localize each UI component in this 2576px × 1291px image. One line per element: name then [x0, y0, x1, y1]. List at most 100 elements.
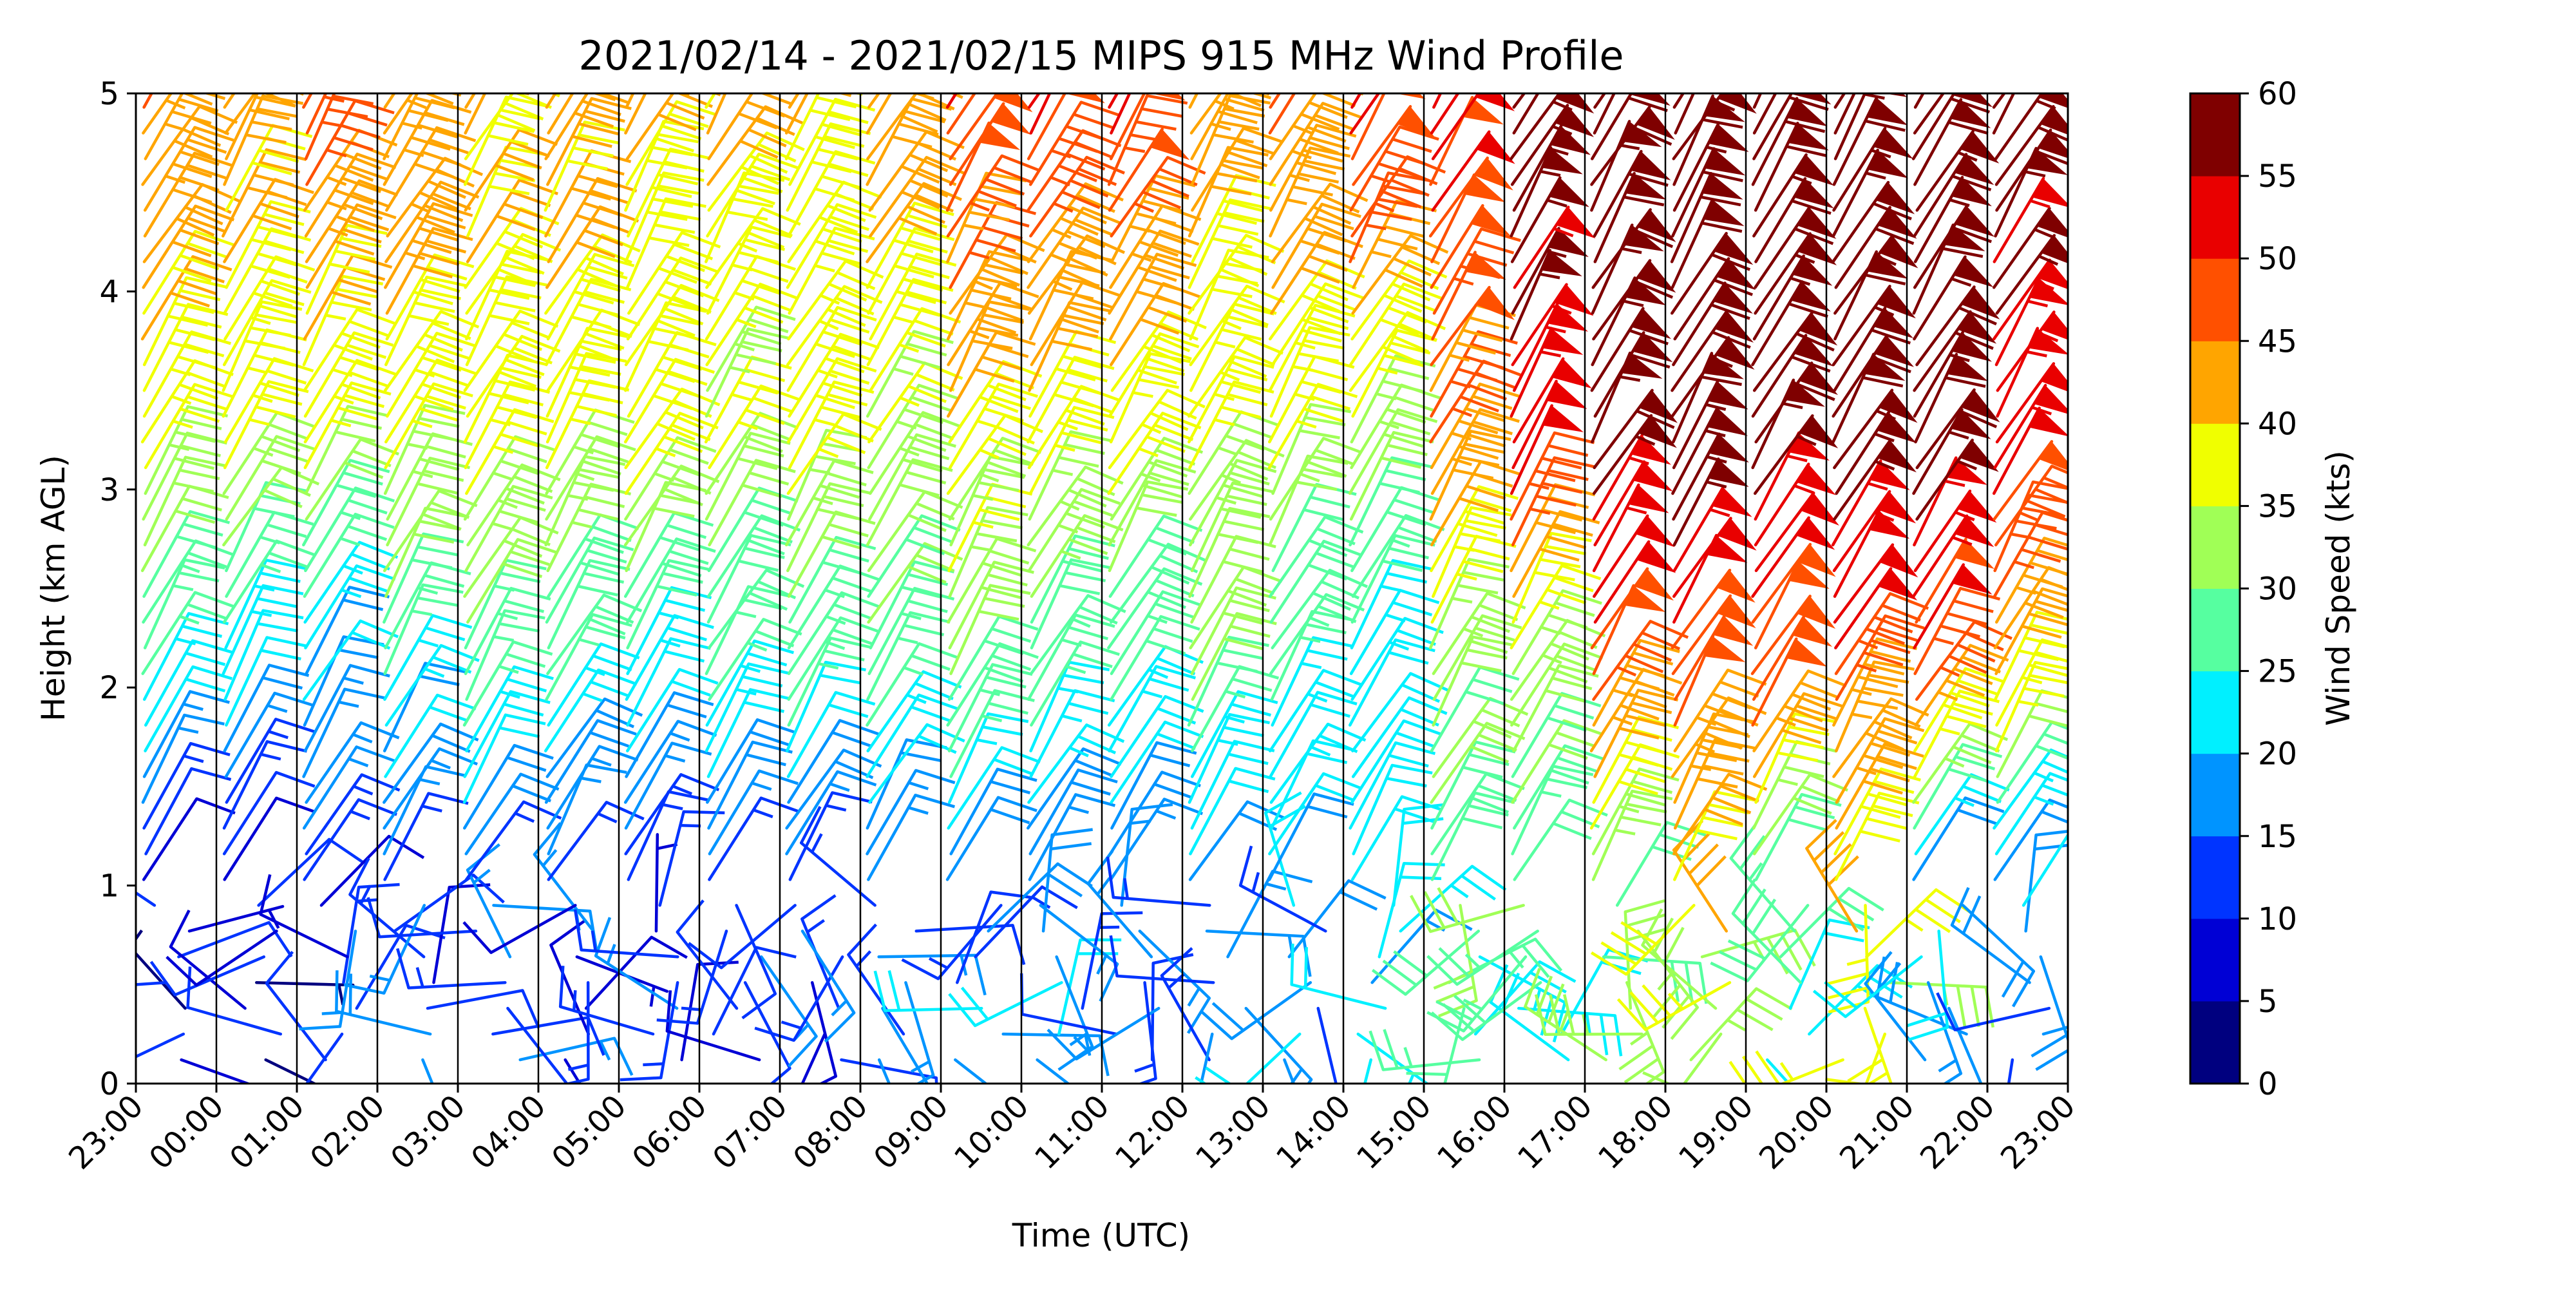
- barb-half: [894, 368, 914, 374]
- barb-half: [1452, 598, 1472, 602]
- barb-half: [651, 986, 654, 1006]
- barb-full: [1075, 691, 1115, 701]
- wind-barb: [1031, 595, 1126, 673]
- barb-full: [187, 372, 225, 387]
- barb-full: [1705, 68, 1745, 77]
- barb-full: [518, 539, 556, 552]
- barb-full: [1062, 192, 1100, 208]
- barb-half: [1371, 252, 1391, 257]
- barb-shaft: [224, 741, 267, 828]
- colorbar-tick-label: 50: [2258, 241, 2297, 277]
- barb-half: [1635, 49, 1654, 57]
- barb-half: [1629, 458, 1649, 464]
- barb-shaft: [951, 586, 990, 674]
- barb-full: [437, 128, 475, 140]
- wind-barb: [1837, 719, 1924, 803]
- barb-half: [857, 952, 870, 966]
- barb-full: [900, 484, 939, 495]
- x-tick-label: 17:00: [1511, 1088, 1599, 1176]
- wind-barb: [660, 812, 725, 905]
- barb-full: [1866, 69, 1906, 78]
- barb-full: [255, 62, 293, 77]
- wind-barb: [1112, 157, 1206, 236]
- wind-barb: [869, 385, 958, 468]
- wind-barb: [1512, 721, 1602, 803]
- wind-barb: [626, 774, 719, 854]
- barb-half: [1787, 456, 1807, 461]
- wind-barb: [1433, 79, 1515, 158]
- barb-shaft: [1076, 1008, 1159, 1059]
- barb-full: [1821, 1093, 1861, 1098]
- barb-full: [1698, 779, 1738, 787]
- barb-full: [2041, 812, 2079, 827]
- barb-full: [1233, 679, 1272, 691]
- barb-shaft: [1207, 931, 1303, 936]
- barb-full: [170, 60, 209, 72]
- barb-shaft: [1351, 432, 1394, 519]
- barb-full: [357, 309, 396, 323]
- barb-full: [1552, 678, 1591, 689]
- barb-half: [830, 784, 849, 790]
- wind-barb: [386, 646, 479, 725]
- wind-barb: [867, 770, 955, 854]
- barb-full: [258, 598, 298, 607]
- barb-shaft: [1604, 957, 1700, 963]
- barb-shaft: [143, 715, 184, 802]
- wind-barb: [787, 750, 882, 828]
- barb-full: [743, 485, 782, 497]
- barb-shaft: [869, 435, 916, 519]
- barb-half: [732, 394, 752, 400]
- barb-full: [739, 253, 779, 263]
- wind-barb: [1109, 413, 1201, 493]
- barb-full: [497, 407, 536, 417]
- barb-full: [1206, 1067, 1240, 1091]
- barb-full: [408, 110, 448, 120]
- barb-half: [344, 678, 364, 683]
- barb-full: [423, 77, 461, 92]
- barb-full: [1240, 846, 1251, 885]
- wind-barb: [1270, 517, 1363, 596]
- barb-full: [1427, 1012, 1464, 1031]
- barb-full: [832, 792, 872, 802]
- barb-shaft: [1511, 644, 1564, 725]
- x-tick-label: 10:00: [947, 1088, 1036, 1176]
- wind-barb: [305, 542, 398, 622]
- barb-full: [276, 541, 315, 555]
- x-tick-label: 06:00: [625, 1088, 714, 1176]
- barb-full: [764, 619, 802, 634]
- barb-half: [351, 811, 370, 819]
- barb-full: [504, 204, 543, 218]
- wind-barb: [548, 982, 588, 1088]
- barb-full: [1302, 381, 1341, 392]
- barb-shaft: [1674, 26, 1726, 108]
- barb-full: [750, 689, 790, 698]
- barb-full: [433, 615, 472, 627]
- wind-barb: [802, 895, 838, 1008]
- barb-full: [430, 345, 468, 358]
- wind-barb: [586, 937, 687, 1008]
- barb-half: [736, 612, 756, 617]
- barb-full: [906, 539, 944, 553]
- barb-full: [1788, 819, 1828, 830]
- colorbar-segment: [2190, 258, 2240, 341]
- y-tick-label: 5: [99, 76, 119, 112]
- barb-half: [1381, 586, 1401, 591]
- barb-half: [1728, 1020, 1746, 1030]
- barb-half: [608, 944, 615, 964]
- barb-full: [1387, 778, 1426, 786]
- barb-full: [577, 406, 617, 416]
- barb-full: [1473, 680, 1512, 692]
- barb-full: [1059, 586, 1099, 594]
- barb-full: [1436, 987, 1474, 1002]
- barb-full: [578, 586, 618, 595]
- barb-shaft: [468, 870, 510, 957]
- barb-full: [464, 922, 491, 952]
- barb-full: [742, 281, 781, 294]
- barb-full: [746, 410, 784, 423]
- barb-full: [415, 62, 453, 77]
- barb-half: [1624, 301, 1643, 305]
- barb-full: [1273, 871, 1312, 881]
- wind-barb: [397, 948, 505, 988]
